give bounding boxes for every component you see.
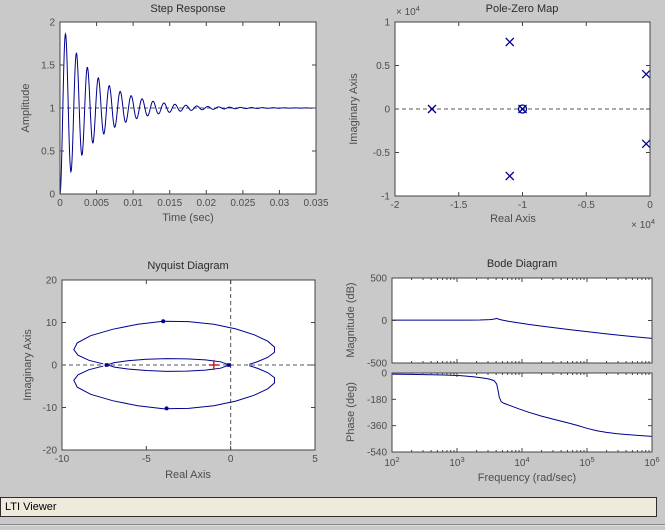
bodemag-chart: 500 0 -500 Bode Diagram Magnitude (dB) [345,258,653,370]
x-tick-label: 0.02 [197,198,217,209]
y-tick-label: 1 [49,104,55,115]
y-tick-label: -540 [367,448,387,459]
pzmap-chart: -2 -1.5 -1 -0.5 0 -1 -0.5 0 0.5 1 Pole-Zero Map Rea… [348,3,655,231]
window-bottom-divider [0,524,665,525]
y-tick-label: 500 [370,274,387,285]
x-tick-label: 0.01 [123,198,143,209]
bodephase-plot-area[interactable] [392,373,652,452]
y-tick-label: 0 [384,105,390,116]
x-tick-label: -1.5 [450,200,468,211]
step-chart: 0 0.005 0.01 0.015 0.02 0.025 0.03 0.035 0 0.5 1 1.… [20,3,329,224]
x-tick-label: -1 [518,200,527,211]
status-bar: LTI Viewer [0,497,657,517]
plots-canvas: 0 0.005 0.01 0.015 0.02 0.025 0.03 0.035 0 0.5 1 1.… [20,3,660,485]
y-axis-label: Phase (deg) [345,382,357,442]
window-bottom-divider-highlight [0,525,665,526]
plot-title: Bode Diagram [487,258,557,270]
y-tick-label: -10 [43,403,58,414]
x-axis-label: Real Axis [490,213,536,225]
y-tick-label: 2 [49,18,55,29]
x-axis-label: Time (sec) [162,212,214,224]
x-axis-label: Real Axis [165,469,211,481]
x-tick-label: -5 [142,454,151,465]
y-tick-label: -360 [367,421,387,432]
x-axis-multiplier: × 104 [631,217,655,231]
x-tick-label: 106 [644,455,659,469]
x-tick-label: 0 [647,200,653,211]
y-axis-label: Imaginary Axis [22,329,34,401]
y-tick-label: -500 [367,359,387,370]
y-tick-label: 1.5 [41,61,55,72]
x-tick-label: -10 [55,454,70,465]
y-tick-label: 0 [381,369,387,380]
x-tick-label: 0.025 [230,198,255,209]
x-tick-label: 0 [228,454,234,465]
x-axis-label: Frequency (rad/sec) [478,472,576,484]
y-tick-label: -180 [367,395,387,406]
y-tick-label: 0.5 [376,61,390,72]
y-tick-label: 0 [49,190,55,201]
step-response-curve [59,32,317,195]
nyquist-outer-lobe-upper [73,320,276,365]
x-tick-label: 0.015 [157,198,182,209]
y-tick-label: -0.5 [373,148,391,159]
y-tick-label: 1 [384,18,390,29]
x-tick-label: 0.005 [84,198,109,209]
x-tick-label: 104 [514,455,529,469]
y-axis-label: Amplitude [20,84,32,133]
bode-phase-curve [391,373,653,437]
x-tick-label: 0 [57,198,63,209]
x-tick-label: 105 [579,455,594,469]
bode-magnitude-curve [392,317,653,339]
x-tick-label: 103 [449,455,464,469]
y-axis-multiplier: × 104 [396,4,420,18]
plot-title: Step Response [150,3,225,15]
y-tick-label: -1 [381,192,390,203]
y-tick-label: 20 [46,276,58,287]
nyquist-outer-lobe-lower [73,365,276,410]
plot-title: Pole-Zero Map [486,3,559,15]
y-axis-label: Magnitude (dB) [345,282,357,357]
x-tick-label: -0.5 [578,200,596,211]
x-tick-label: -2 [391,200,400,211]
y-tick-label: 0 [51,361,57,372]
x-tick-label: 0.035 [303,198,328,209]
status-bar-text: LTI Viewer [5,501,57,513]
x-tick-label: 5 [312,454,318,465]
y-tick-label: 10 [46,318,58,329]
y-tick-label: 0 [381,316,387,327]
y-tick-label: 0.5 [41,147,55,158]
y-tick-label: -20 [43,446,58,457]
plot-title: Nyquist Diagram [147,260,228,272]
y-axis-label: Imaginary Axis [348,73,360,145]
x-tick-label: 0.03 [270,198,290,209]
